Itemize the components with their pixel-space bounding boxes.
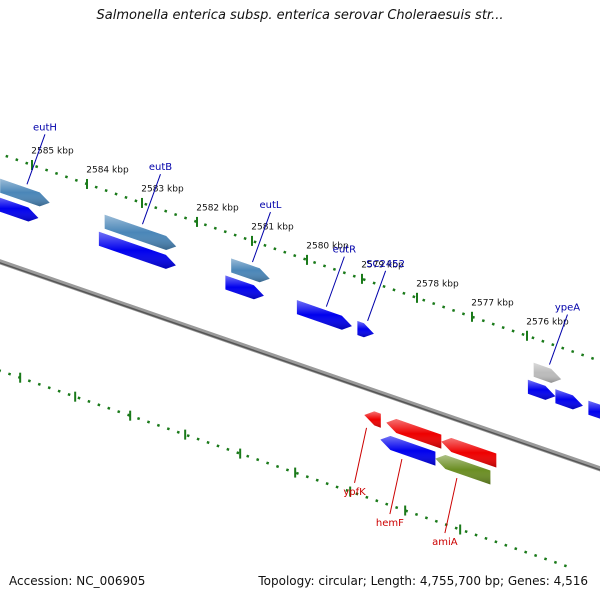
gene-arrow[interactable] — [588, 400, 600, 423]
gene-arrow[interactable] — [435, 455, 491, 485]
gene-label-leader — [325, 256, 345, 307]
gene-label[interactable]: eutB — [149, 162, 172, 173]
gene-label-leader — [251, 211, 271, 263]
gene-label[interactable]: hemF — [376, 518, 404, 529]
gene-label-leader — [26, 134, 46, 185]
scale-tick-label: 2585 kbp — [31, 147, 74, 157]
gene-label[interactable]: ypeA — [555, 303, 580, 314]
backbone-shadow — [0, 262, 600, 471]
gene-arrow[interactable] — [364, 411, 381, 428]
gene-labels: eutH eutB eutL eutR SC2452 ypeA ypfK hemF amiA — [26, 122, 580, 548]
scale-tick-label: 2584 kbp — [86, 166, 129, 176]
scale-tick-label: 2581 kbp — [251, 222, 294, 232]
gene-label[interactable]: eutR — [333, 245, 356, 256]
scale-tick-label: 2578 kbp — [416, 279, 459, 289]
gene-arrow[interactable] — [0, 178, 50, 207]
gene-label-leader — [367, 270, 387, 322]
scale-tick-label: 2582 kbp — [196, 203, 239, 213]
accession-label: Accession: NC_006905 — [9, 574, 146, 588]
genome-backbone — [0, 259, 600, 472]
gene-label-leader — [389, 458, 403, 515]
gene-features — [0, 178, 600, 485]
upper-dotted-track — [0, 152, 600, 363]
gene-arrow[interactable] — [225, 275, 264, 300]
gene-label[interactable]: ypfK — [343, 487, 366, 498]
gene-arrow[interactable] — [527, 379, 556, 400]
gene-arrow[interactable] — [104, 214, 177, 250]
gene-arrow[interactable] — [380, 436, 436, 466]
scale-tick-label: 2576 kbp — [526, 317, 569, 327]
gene-label[interactable]: SC2452 — [366, 259, 405, 270]
backbone-line — [0, 259, 600, 472]
scale-tick-label: 2580 kbp — [306, 241, 349, 251]
gene-arrow[interactable] — [231, 258, 270, 283]
gene-arrow[interactable] — [98, 231, 176, 269]
gene-label-leader — [354, 427, 368, 483]
gene-arrow[interactable] — [555, 389, 583, 410]
scale-tick-label: 2583 kbp — [141, 185, 184, 195]
gene-label-leader — [548, 314, 568, 365]
gene-arrow[interactable] — [533, 362, 562, 383]
gene-label[interactable]: amiA — [432, 537, 458, 548]
scale-tick-label: 2577 kbp — [471, 298, 514, 308]
tick-dot-tracks — [0, 152, 600, 569]
gene-arrow[interactable] — [357, 321, 374, 338]
gene-label[interactable]: eutL — [259, 200, 281, 211]
scale-tick-label: 2579 kbp — [361, 260, 404, 270]
gene-label[interactable]: eutH — [33, 122, 57, 133]
genome-title: Salmonella enterica subsp. enterica sero… — [96, 8, 504, 23]
genome-stats-label: Topology: circular; Length: 4,755,700 bp… — [258, 574, 588, 588]
gene-arrow[interactable] — [441, 438, 497, 468]
gene-arrow[interactable] — [0, 196, 39, 222]
gene-label-leader — [444, 477, 458, 534]
scale-ticks: 2585 kbp 2584 kbp 2583 kbp 2582 kbp 2581 kbp… — [19, 147, 569, 535]
gene-arrow[interactable] — [296, 300, 352, 330]
gene-label-leader — [141, 173, 161, 225]
gene-arrow[interactable] — [386, 419, 442, 449]
